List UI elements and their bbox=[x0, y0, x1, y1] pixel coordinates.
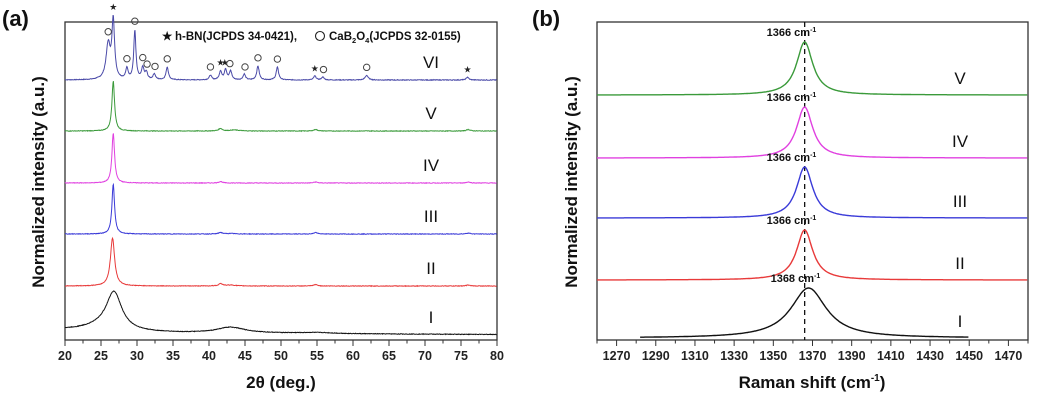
cab2o4-marker bbox=[163, 55, 171, 63]
legend-entry-hbn: h-BN(JCPDS 34-0421), bbox=[175, 31, 297, 43]
series-label-v: V bbox=[425, 104, 437, 123]
legend-entry-cab2o4: CaB2O4(JCPDS 32-0155) bbox=[329, 31, 461, 45]
panel-b-series bbox=[597, 41, 1028, 338]
series-label-ii: II bbox=[955, 254, 964, 273]
raman-series-i bbox=[640, 287, 969, 338]
cab2o4-marker bbox=[319, 65, 328, 74]
raman-series-iv bbox=[597, 106, 1028, 159]
xrd-series-v bbox=[64, 80, 497, 133]
x-tick-label-1430: 1430 bbox=[916, 349, 944, 363]
panel-a-legend: ★ h-BN(JCPDS 34-0421), CaB2O4(JCPDS 32-0… bbox=[162, 30, 461, 45]
panel-a-x-axis-title: 2θ (deg.) bbox=[246, 373, 316, 392]
x-tick-label-1330: 1330 bbox=[720, 349, 748, 363]
x-tick-label-80: 80 bbox=[490, 349, 504, 363]
panel-a-x-ticks: 20 25 30 35 40 45 50 55 60 65 70 75 80 bbox=[58, 340, 504, 363]
raman-series-iii bbox=[597, 166, 1028, 219]
x-tick-label-40: 40 bbox=[202, 349, 216, 363]
cab2o4-marker bbox=[151, 62, 159, 71]
cab2o4-marker bbox=[241, 63, 249, 71]
x-tick-label-60: 60 bbox=[346, 349, 360, 363]
panel-b-peak-labels: 1366 cm-1 1366 cm-1 1366 cm-1 1366 cm-1 1368… bbox=[767, 27, 821, 285]
x-tick-label-1270: 1270 bbox=[603, 349, 631, 363]
x-tick-label-1390: 1390 bbox=[838, 349, 866, 363]
cab2o4-marker bbox=[206, 63, 215, 71]
panel-b-label: (b) bbox=[532, 6, 560, 31]
series-label-iv: IV bbox=[952, 132, 969, 151]
panel-a-label: (a) bbox=[2, 6, 29, 31]
x-tick-label-30: 30 bbox=[130, 349, 144, 363]
x-tick-label-1350: 1350 bbox=[759, 349, 787, 363]
panel-a-phase-markers: ★★★★ ★ bbox=[104, 2, 472, 75]
peak-label-iii: 1366 cm-1 bbox=[767, 152, 817, 164]
hbn-marker: ★ bbox=[109, 2, 117, 12]
cab2o4-marker bbox=[226, 59, 234, 68]
peak-label-v: 1366 cm-1 bbox=[767, 27, 817, 39]
x-tick-label-1310: 1310 bbox=[681, 349, 709, 363]
hbn-marker: ★ bbox=[221, 58, 229, 68]
series-label-v: V bbox=[954, 69, 966, 88]
x-tick-label-20: 20 bbox=[58, 349, 72, 363]
cab2o4-marker bbox=[139, 53, 147, 62]
cab2o4-marker bbox=[254, 54, 262, 62]
xrd-series-i bbox=[64, 290, 497, 336]
series-label-iv: IV bbox=[423, 156, 440, 175]
x-tick-label-35: 35 bbox=[166, 349, 180, 363]
x-tick-label-75: 75 bbox=[454, 349, 468, 363]
panel-a-y-axis-title: Normalized intensity (a.u.) bbox=[29, 76, 48, 288]
peak-label-i: 1368 cm-1 bbox=[771, 273, 821, 285]
raman-series-ii bbox=[597, 229, 1028, 281]
legend-star-icon: ★ bbox=[162, 30, 173, 43]
xrd-series-iv bbox=[64, 133, 497, 185]
series-label-ii: II bbox=[426, 259, 435, 278]
series-label-iii: III bbox=[953, 192, 967, 211]
x-tick-label-1370: 1370 bbox=[799, 349, 827, 363]
hbn-marker: ★ bbox=[311, 63, 319, 73]
raman-series-v bbox=[597, 41, 1028, 96]
cab2o4-marker bbox=[362, 63, 371, 72]
series-label-vi: VI bbox=[423, 53, 439, 72]
peak-label-iv: 1366 cm-1 bbox=[767, 92, 817, 104]
cab2o4-marker bbox=[104, 28, 112, 36]
panel-a-series bbox=[64, 14, 497, 336]
panel-b-x-axis-title: Raman shift (cm-1) bbox=[739, 373, 886, 392]
hbn-marker: ★ bbox=[463, 65, 471, 75]
x-tick-label-55: 55 bbox=[310, 349, 324, 363]
hbn-marker: ★ bbox=[216, 58, 224, 68]
cab2o4-marker bbox=[131, 17, 139, 25]
series-label-i: I bbox=[429, 308, 434, 327]
x-tick-label-25: 25 bbox=[94, 349, 108, 363]
peak-label-ii: 1366 cm-1 bbox=[767, 215, 817, 227]
series-label-iii: III bbox=[424, 207, 438, 226]
panel-b-x-ticks: 1270 1290 1310 1330 1350 1370 1390 1410 1430 1450… bbox=[596, 340, 1029, 363]
xrd-series-ii bbox=[64, 236, 497, 288]
cab2o4-marker bbox=[123, 55, 131, 63]
x-tick-label-50: 50 bbox=[274, 349, 288, 363]
x-tick-label-1290: 1290 bbox=[642, 349, 670, 363]
x-tick-label-65: 65 bbox=[382, 349, 396, 363]
cab2o4-marker bbox=[273, 55, 282, 63]
panel-b-y-axis-title: Normalized intensity (a.u.) bbox=[562, 76, 581, 288]
xrd-series-vi bbox=[64, 14, 497, 82]
xrd-series-iii bbox=[65, 182, 497, 236]
series-label-i: I bbox=[958, 312, 963, 331]
x-tick-label-1470: 1470 bbox=[995, 349, 1023, 363]
x-tick-label-1410: 1410 bbox=[877, 349, 905, 363]
x-tick-label-1450: 1450 bbox=[955, 349, 983, 363]
x-tick-label-70: 70 bbox=[418, 349, 432, 363]
legend-circle-icon bbox=[314, 30, 326, 42]
x-tick-label-45: 45 bbox=[238, 349, 252, 363]
cab2o4-marker bbox=[143, 60, 151, 68]
